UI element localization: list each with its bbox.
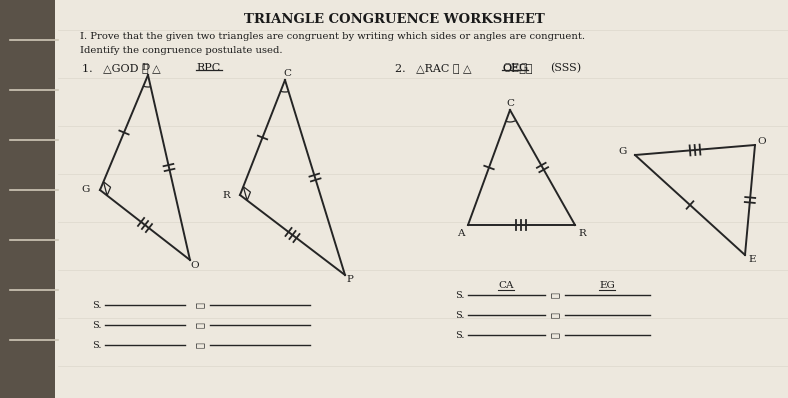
Text: O: O bbox=[191, 261, 199, 269]
Text: RPC: RPC bbox=[196, 63, 221, 73]
Text: 1.   △GOD ≅ △: 1. △GOD ≅ △ bbox=[82, 63, 161, 73]
Text: S.: S. bbox=[92, 300, 102, 310]
Text: P: P bbox=[347, 275, 354, 285]
Text: E: E bbox=[749, 254, 756, 263]
Text: EG: EG bbox=[600, 281, 615, 290]
Text: OEG: OEG bbox=[502, 63, 528, 73]
Text: G: G bbox=[82, 185, 90, 195]
Text: C: C bbox=[283, 68, 291, 78]
Text: OE୫୫: OE୫୫ bbox=[502, 63, 533, 73]
Text: ≅: ≅ bbox=[551, 332, 559, 338]
FancyBboxPatch shape bbox=[55, 0, 788, 398]
FancyBboxPatch shape bbox=[0, 0, 55, 398]
Text: C: C bbox=[506, 98, 514, 107]
Text: A: A bbox=[457, 228, 465, 238]
Text: ≅: ≅ bbox=[551, 312, 559, 318]
Text: S.: S. bbox=[92, 320, 102, 330]
Text: (SSS): (SSS) bbox=[550, 63, 581, 73]
Text: ≅: ≅ bbox=[551, 292, 559, 298]
Text: 2.   △RAC ≅ △: 2. △RAC ≅ △ bbox=[395, 63, 471, 73]
Text: D: D bbox=[142, 64, 151, 72]
Text: ≅: ≅ bbox=[195, 322, 205, 328]
Text: G: G bbox=[619, 146, 627, 156]
Text: I. Prove that the given two triangles are congruent by writing which sides or an: I. Prove that the given two triangles ar… bbox=[80, 32, 585, 41]
Text: R: R bbox=[222, 191, 230, 199]
Text: S.: S. bbox=[455, 310, 465, 320]
Text: CA: CA bbox=[499, 281, 515, 290]
Text: Identify the congruence postulate used.: Identify the congruence postulate used. bbox=[80, 46, 283, 55]
Text: ≅: ≅ bbox=[195, 342, 205, 348]
Text: TRIANGLE CONGRUENCE WORKSHEET: TRIANGLE CONGRUENCE WORKSHEET bbox=[243, 13, 545, 26]
Text: R: R bbox=[578, 228, 585, 238]
Text: ≅: ≅ bbox=[195, 302, 205, 308]
Text: O: O bbox=[758, 137, 766, 146]
Text: S.: S. bbox=[455, 291, 465, 300]
Text: S.: S. bbox=[92, 341, 102, 349]
Text: S.: S. bbox=[455, 330, 465, 339]
